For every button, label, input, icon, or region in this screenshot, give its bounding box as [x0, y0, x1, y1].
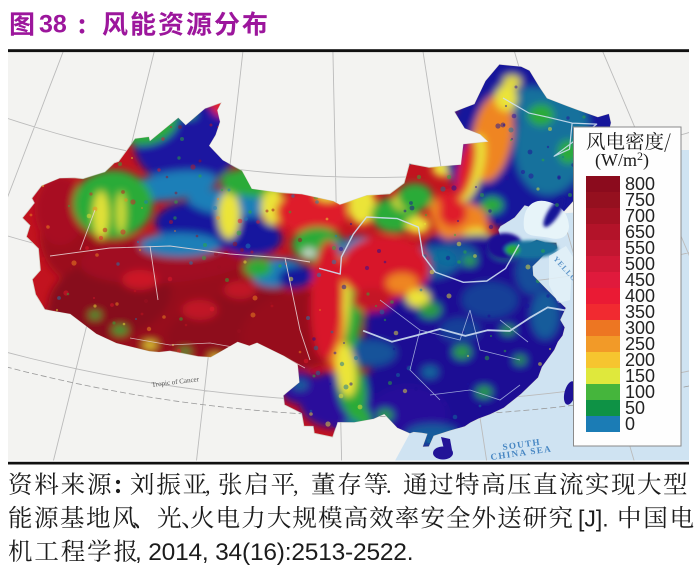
svg-text:,: , — [205, 473, 211, 498]
svg-text:50: 50 — [625, 398, 645, 418]
svg-text:450: 450 — [625, 270, 655, 290]
svg-text:200: 200 — [625, 350, 655, 370]
svg-text:, 2014, 34(16):2513-2522.: , 2014, 34(16):2513-2522. — [135, 539, 413, 566]
svg-text:500: 500 — [625, 254, 655, 274]
svg-text:650: 650 — [625, 222, 655, 242]
svg-text:,: , — [293, 473, 299, 498]
svg-text:.: . — [386, 473, 392, 498]
svg-text:550: 550 — [625, 238, 655, 258]
svg-text:300: 300 — [625, 318, 655, 338]
svg-text:800: 800 — [625, 174, 655, 194]
svg-text:38: 38 — [39, 11, 67, 39]
svg-text:700: 700 — [625, 206, 655, 226]
svg-text:[J].: [J]. — [578, 506, 609, 532]
svg-text:400: 400 — [625, 286, 655, 306]
svg-text:750: 750 — [625, 190, 655, 210]
svg-text:150: 150 — [625, 366, 655, 386]
svg-text:350: 350 — [625, 302, 655, 322]
svg-text:0: 0 — [625, 414, 635, 434]
svg-text:100: 100 — [625, 382, 655, 402]
svg-text:(W/m2): (W/m2) — [595, 149, 649, 171]
svg-text:250: 250 — [625, 334, 655, 354]
